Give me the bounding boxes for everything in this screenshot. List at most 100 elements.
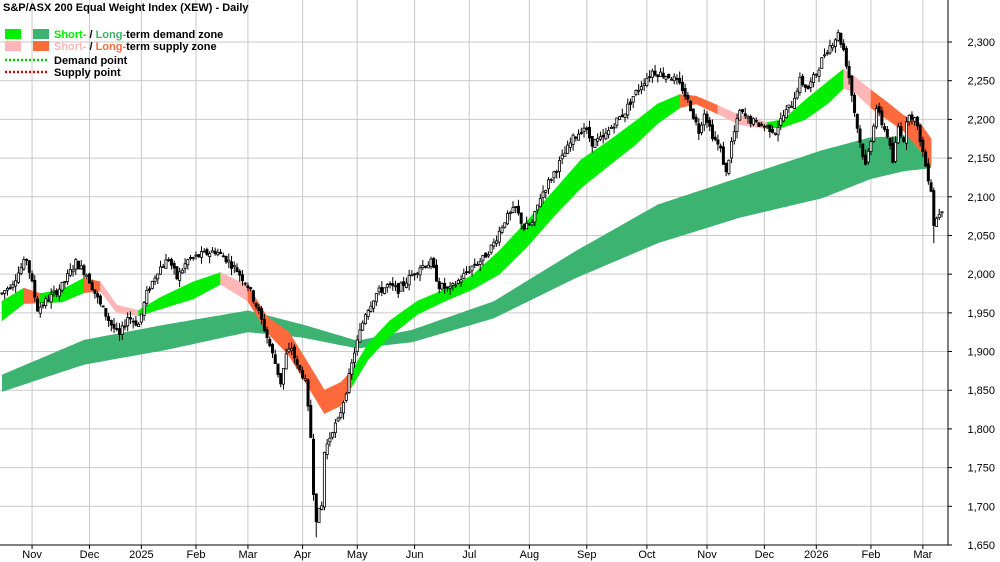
price-bar-up bbox=[935, 217, 939, 227]
y-tick-label: 1,850 bbox=[967, 385, 995, 397]
legend-label-supply_zone: Short- / Long-term supply zone bbox=[54, 41, 217, 53]
price-bar-up bbox=[869, 141, 873, 152]
short-term-zone-segment bbox=[854, 76, 872, 109]
price-bar-down bbox=[309, 405, 313, 438]
price-bar-up bbox=[751, 118, 755, 125]
short-term-zone-segment bbox=[160, 281, 194, 310]
price-bar-up bbox=[530, 222, 534, 226]
price-bar-down bbox=[902, 137, 906, 142]
price-bar-up bbox=[776, 127, 780, 136]
price-bar-down bbox=[189, 257, 193, 259]
price-bar-down bbox=[771, 129, 775, 133]
price-bar-down bbox=[519, 212, 523, 224]
price-bar-up bbox=[344, 393, 348, 401]
price-bar-up bbox=[194, 254, 198, 257]
price-bar-up bbox=[538, 198, 542, 208]
price-bar-down bbox=[705, 113, 709, 123]
price-bar-down bbox=[473, 263, 477, 266]
price-bar-down bbox=[112, 323, 116, 329]
price-bar-down bbox=[675, 77, 679, 80]
price-bar-up bbox=[492, 241, 496, 247]
price-bar-up bbox=[325, 443, 329, 455]
y-tick-label: 2,250 bbox=[967, 76, 995, 88]
legend-label-supply_point: Supply point bbox=[54, 67, 121, 79]
price-bar-up bbox=[421, 264, 425, 269]
price-bar-up bbox=[782, 115, 786, 122]
price-bar-up bbox=[361, 322, 365, 331]
price-bar-down bbox=[910, 114, 914, 120]
x-tick-label: Dec bbox=[755, 549, 775, 561]
price-bar-down bbox=[238, 270, 242, 276]
price-bar-up bbox=[727, 159, 731, 174]
price-bar-up bbox=[549, 179, 553, 181]
price-bar-up bbox=[3, 290, 7, 294]
price-bar-up bbox=[596, 138, 600, 142]
price-bar-down bbox=[754, 119, 758, 122]
price-bar-up bbox=[874, 108, 878, 128]
price-bar-up bbox=[342, 402, 346, 414]
price-bar-up bbox=[645, 78, 649, 86]
price-bar-up bbox=[404, 282, 408, 288]
price-bar-down bbox=[262, 319, 266, 331]
price-bar-up bbox=[14, 280, 18, 287]
price-bar-up bbox=[481, 254, 485, 261]
price-bar-down bbox=[167, 259, 171, 262]
price-bar-up bbox=[158, 266, 162, 275]
price-bar-up bbox=[347, 373, 351, 393]
price-bar-up bbox=[462, 272, 466, 279]
price-bar-up bbox=[156, 273, 160, 280]
price-bar-up bbox=[383, 287, 387, 294]
price-bar-down bbox=[522, 224, 526, 230]
price-bar-up bbox=[52, 290, 56, 293]
price-bar-up bbox=[44, 298, 48, 306]
price-bar-down bbox=[585, 127, 589, 131]
short-term-zone-segment bbox=[324, 382, 342, 414]
price-bar-up bbox=[470, 265, 474, 272]
price-bar-up bbox=[503, 222, 507, 228]
long-term-demand-band bbox=[2, 136, 932, 392]
price-bar-up bbox=[328, 437, 332, 443]
price-bar-up bbox=[913, 117, 917, 122]
price-bar-down bbox=[858, 128, 862, 143]
y-tick-label: 2,200 bbox=[967, 114, 995, 126]
gridlines bbox=[0, 0, 948, 546]
price-bar-up bbox=[817, 69, 821, 77]
price-bar-down bbox=[443, 283, 447, 289]
price-bar-down bbox=[169, 258, 173, 266]
price-bar-up bbox=[639, 86, 643, 91]
price-bar-up bbox=[57, 288, 61, 297]
price-bar-up bbox=[459, 279, 463, 283]
price-bar-up bbox=[71, 269, 75, 273]
price-bar-up bbox=[38, 306, 42, 314]
price-bar-down bbox=[8, 287, 12, 290]
price-bar-down bbox=[628, 101, 632, 105]
price-bar-up bbox=[202, 250, 206, 253]
price-bar-up bbox=[374, 293, 378, 303]
price-bar-down bbox=[257, 306, 261, 311]
price-bar-down bbox=[134, 320, 138, 326]
price-bar-up bbox=[467, 271, 471, 274]
price-bar-down bbox=[260, 308, 264, 320]
price-bar-down bbox=[434, 264, 438, 282]
price-bar-up bbox=[607, 129, 611, 136]
y-tick-label: 2,150 bbox=[967, 153, 995, 165]
short-term-zone-segment bbox=[826, 68, 844, 105]
price-bar-up bbox=[85, 274, 89, 278]
price-bar-down bbox=[295, 359, 299, 366]
price-bar-up bbox=[792, 97, 796, 110]
legend-long-label: Long- bbox=[96, 41, 127, 53]
price-bar-down bbox=[148, 288, 152, 291]
price-bar-down bbox=[175, 266, 179, 280]
price-bar-down bbox=[883, 126, 887, 130]
price-bar-down bbox=[929, 182, 933, 192]
price-bar-down bbox=[82, 265, 86, 276]
price-bar-down bbox=[601, 134, 605, 138]
price-bar-down bbox=[240, 274, 244, 282]
short-term-zone-segment bbox=[193, 272, 221, 300]
short-term-zone-segment bbox=[581, 140, 609, 189]
price-bar-up bbox=[672, 76, 676, 82]
price-bar-up bbox=[547, 179, 551, 190]
price-bar-down bbox=[842, 43, 846, 51]
price-bar-up bbox=[426, 264, 430, 269]
y-tick-label: 2,100 bbox=[967, 192, 995, 204]
